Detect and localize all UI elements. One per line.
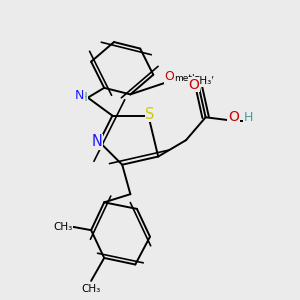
Text: S: S	[145, 106, 155, 122]
Text: CH₃: CH₃	[54, 222, 73, 232]
Text: N: N	[75, 88, 84, 101]
Text: N: N	[91, 134, 102, 149]
Text: H: H	[244, 111, 253, 124]
Text: CH₃: CH₃	[193, 76, 212, 86]
Text: methoxy: methoxy	[174, 74, 214, 82]
Text: CH₃: CH₃	[82, 284, 101, 294]
Text: H: H	[79, 91, 88, 104]
Text: O: O	[165, 70, 175, 83]
Text: O: O	[228, 110, 239, 124]
Text: O: O	[189, 78, 200, 92]
